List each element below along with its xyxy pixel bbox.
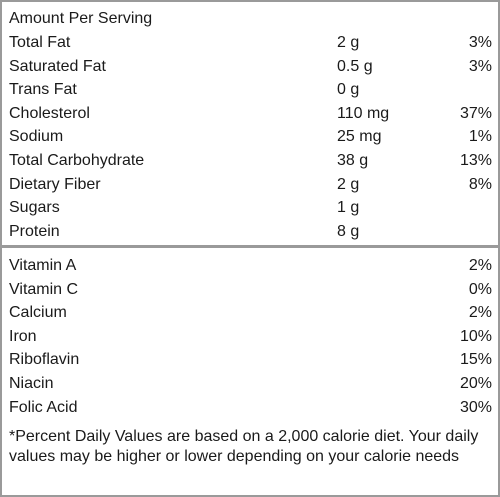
nutrient-name: Cholesterol [9, 104, 90, 122]
nutrient-amount: 38 g [337, 152, 369, 169]
nutrient-row: Dietary Fiber 2 g 8% [2, 173, 498, 197]
nutrient-amount: 2 g [337, 175, 360, 193]
nutrient-row: Total Carbohydrate 38 g 13% [2, 149, 498, 173]
nutrient-amount: 0.5 g [337, 57, 373, 75]
vitamin-daily-value: 10% [459, 327, 492, 345]
vitamin-row: Riboflavin 15% [2, 348, 498, 372]
nutrient-row: Sodium 25 mg 1% [2, 125, 498, 149]
vitamin-name: Riboflavin [9, 351, 80, 369]
nutrient-amount: 2 g [337, 34, 360, 51]
nutrient-amount: 25 mg [337, 128, 382, 146]
nutrient-name: Sugars [9, 199, 60, 217]
vitamin-daily-value: 15% [459, 351, 492, 369]
nutrient-name: Saturated Fat [9, 57, 106, 75]
nutrient-name: Sodium [9, 128, 64, 146]
nutrient-row: Saturated Fat 0.5 g 3% [2, 55, 498, 79]
vitamin-daily-value: 20% [459, 375, 492, 392]
vitamin-daily-value: 30% [459, 398, 492, 416]
vitamin-name: Iron [9, 327, 37, 345]
nutrient-daily-value: 3% [468, 34, 492, 51]
vitamin-name: Folic Acid [9, 398, 78, 416]
nutrient-name: Protein [9, 222, 60, 240]
nutrient-row: Cholesterol 110 mg 37% [2, 102, 498, 126]
nutrient-name: Total Carbohydrate [9, 152, 145, 169]
nutrient-amount: 8 g [337, 222, 360, 240]
nutrient-amount: 1 g [337, 199, 360, 217]
vitamin-row: Vitamin C 0% [2, 278, 498, 302]
vitamin-row: Calcium 2% [2, 301, 498, 325]
nutrient-daily-value: 3% [468, 57, 492, 75]
nutrient-amount: 0 g [337, 81, 360, 99]
nutrient-row: Protein 8 g [2, 220, 498, 244]
nutrient-name: Total Fat [9, 34, 71, 51]
vitamin-name: Niacin [9, 375, 54, 392]
section-divider [2, 245, 498, 248]
nutrient-daily-value: 1% [468, 128, 492, 146]
vitamin-daily-value: 2% [468, 257, 492, 274]
vitamin-name: Vitamin A [9, 257, 77, 274]
vitamin-name: Calcium [9, 304, 67, 322]
vitamin-daily-value: 2% [468, 304, 492, 322]
vitamin-row: Vitamin A 2% [2, 254, 498, 278]
vitamin-name: Vitamin C [9, 280, 79, 298]
nutrient-name: Trans Fat [9, 81, 77, 99]
vitamin-row: Folic Acid 30% [2, 396, 498, 420]
vitamin-row: Niacin 20% [2, 372, 498, 396]
vitamin-row: Iron 10% [2, 325, 498, 349]
nutrient-name: Dietary Fiber [9, 175, 101, 193]
nutrient-row: Trans Fat 0 g [2, 78, 498, 102]
header-title: Amount Per Serving [9, 10, 153, 27]
nutrient-daily-value: 37% [459, 104, 492, 122]
nutrient-row: Total Fat 2 g 3% [2, 31, 498, 55]
nutrient-daily-value: 8% [468, 175, 492, 193]
header-row: Amount Per Serving [2, 7, 498, 31]
footnote: *Percent Daily Values are based on a 2,0… [9, 428, 479, 465]
vitamin-daily-value: 0% [468, 280, 492, 298]
nutrient-row: Sugars 1 g [2, 196, 498, 220]
nutrient-daily-value: 13% [459, 152, 492, 169]
nutrient-amount: 110 mg [337, 104, 390, 122]
